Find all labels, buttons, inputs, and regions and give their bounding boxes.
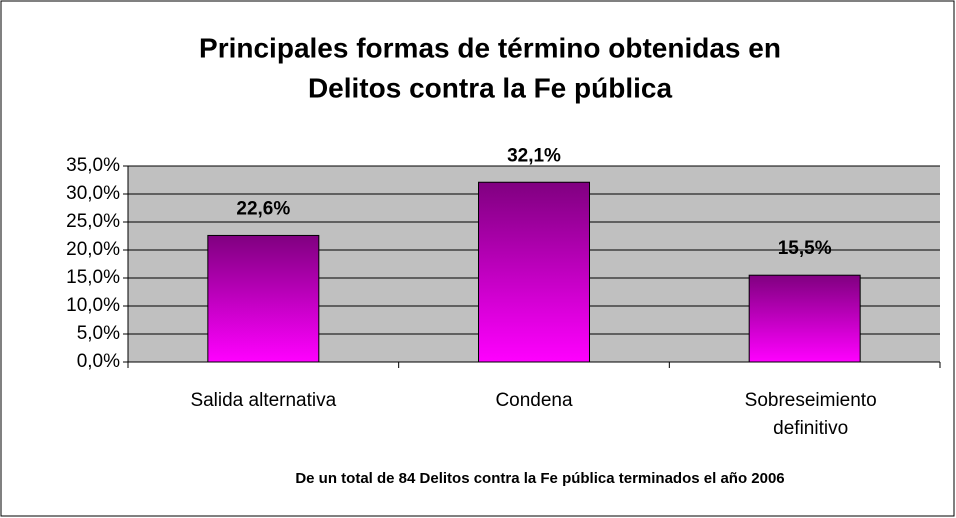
y-tick-label: 35,0%	[66, 155, 120, 176]
data-label: 15,5%	[778, 238, 832, 259]
y-tick-label: 25,0%	[66, 211, 120, 232]
y-tick-label: 10,0%	[66, 295, 120, 316]
y-tick-label: 0,0%	[77, 351, 120, 372]
y-tick-label: 30,0%	[66, 183, 120, 204]
chart-title: Delitos contra la Fe pública	[308, 72, 673, 103]
data-label: 32,1%	[507, 145, 561, 166]
x-tick-label: Salida alternativa	[190, 390, 337, 411]
y-tick-label: 15,0%	[66, 267, 120, 288]
bar	[748, 274, 861, 363]
y-tick-label: 20,0%	[66, 239, 120, 260]
x-tick-label: Condena	[495, 390, 573, 411]
x-tick-label: Sobreseimiento definitivo	[744, 390, 877, 439]
annotation: De un total de 84 Delitos contra la Fe p…	[295, 470, 784, 487]
bar	[207, 234, 320, 363]
chart-title: Principales formas de término obtenidas …	[199, 32, 781, 63]
data-label: 22,6%	[236, 198, 290, 219]
y-tick-label: 5,0%	[77, 323, 120, 344]
bar	[478, 181, 590, 363]
